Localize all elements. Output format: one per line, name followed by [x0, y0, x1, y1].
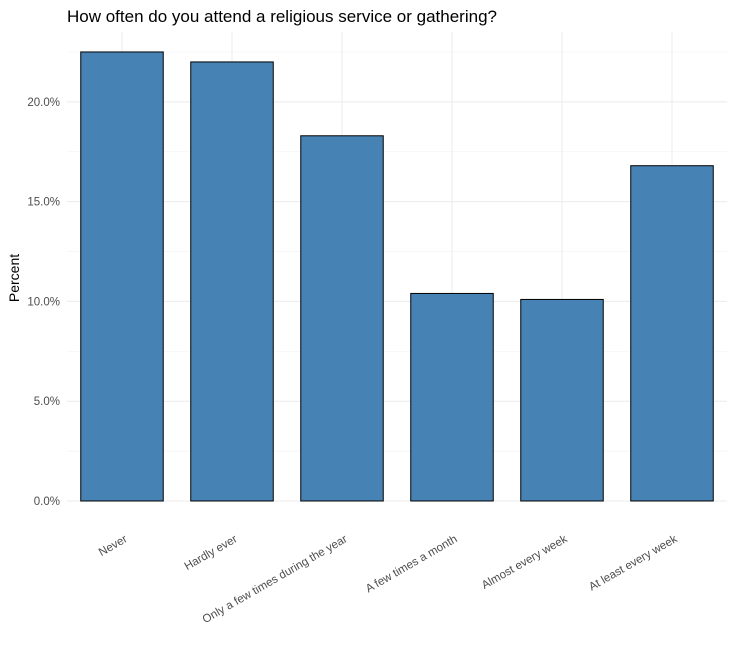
bar — [300, 135, 384, 502]
x-tick-label: Hardly ever — [183, 533, 240, 573]
x-tick-label: Never — [97, 533, 130, 559]
y-axis-label: Percent — [6, 254, 22, 302]
y-tick-label: 10.0% — [27, 296, 60, 308]
x-tick-label: At least every week — [587, 533, 680, 593]
bar — [630, 165, 714, 502]
x-tick-label: Almost every week — [480, 533, 570, 592]
gridlines — [67, 32, 727, 502]
y-tick-label: 20.0% — [27, 97, 60, 109]
y-tick-label: 5.0% — [34, 396, 60, 408]
bar — [410, 292, 494, 502]
bar — [520, 298, 604, 502]
bar — [80, 51, 164, 502]
y-tick-label: 15.0% — [27, 197, 60, 209]
bars — [80, 51, 714, 502]
bar — [190, 61, 274, 502]
y-axis-ticks: 0.0% 5.0% 10.0% 15.0% 20.0% — [27, 97, 60, 508]
chart-title: How often do you attend a religious serv… — [67, 7, 497, 26]
x-tick-label: A few times a month — [364, 533, 460, 595]
y-tick-label: 0.0% — [34, 496, 60, 508]
